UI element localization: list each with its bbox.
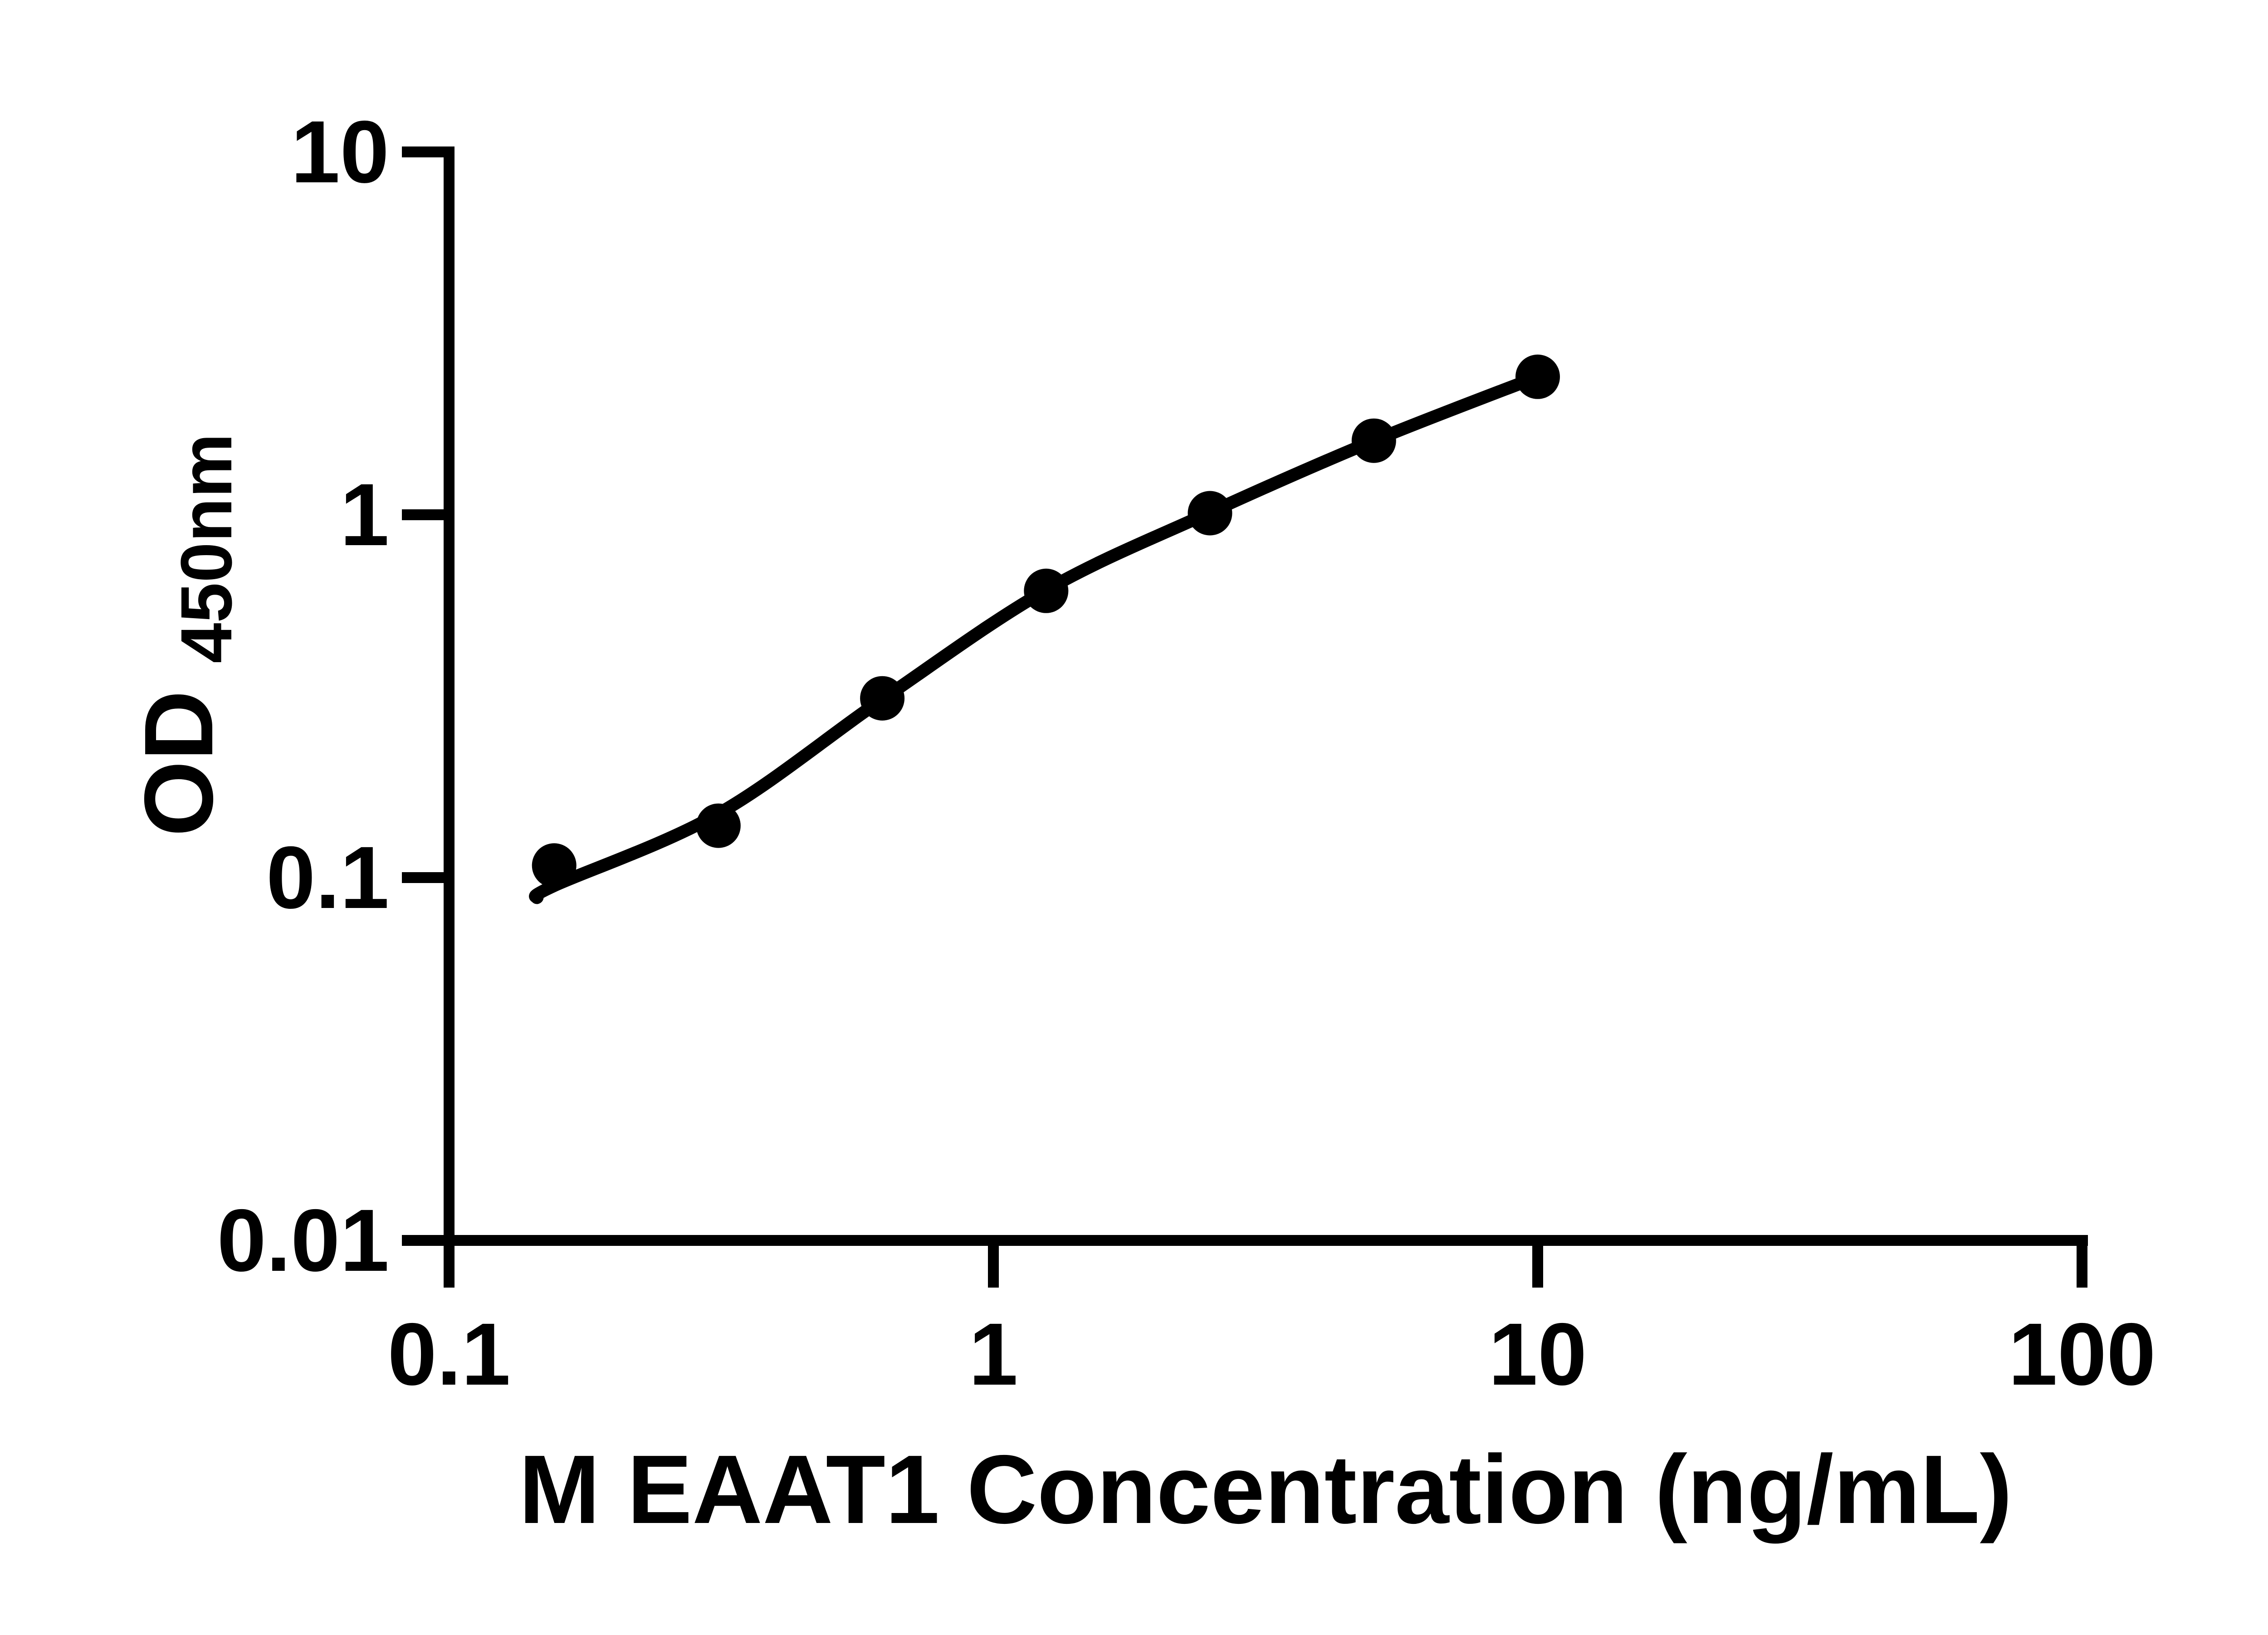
data-point-marker [860,676,905,721]
data-point-marker [696,803,741,848]
y-axis-title-base: OD [124,690,233,837]
x-tick-labels: 0.1 1 10 100 [387,1305,2156,1404]
y-ticks [402,146,449,1246]
data-point-marker [532,843,577,888]
y-axis: 10 1 0.1 0.01 [217,102,455,1290]
x-tick-label: 0.1 [387,1305,510,1404]
x-ticks [444,1240,2087,1288]
y-tick-label: 1 [340,465,389,564]
y-axis-title-subscript: 450nm [166,433,247,663]
y-tick-label: 0.01 [217,1191,389,1290]
x-tick-label: 100 [2008,1305,2156,1404]
y-tick-labels: 10 1 0.1 0.01 [217,102,389,1290]
x-axis-title: M EAAT1 Concentration (ng/mL) [519,1435,2013,1544]
x-tick-label: 1 [969,1305,1018,1404]
data-point-marker [1188,491,1232,536]
data-point-marker [1351,418,1396,463]
data-points [532,354,1560,888]
data-point-marker [1024,568,1069,613]
data-point-marker [1515,354,1560,399]
x-tick-label: 10 [1489,1305,1587,1404]
y-tick-label: 0.1 [266,828,389,927]
y-axis-title: OD 450nm [124,433,247,836]
x-axis: 0.1 1 10 100 [387,1235,2156,1404]
y-tick-label: 10 [291,102,389,201]
